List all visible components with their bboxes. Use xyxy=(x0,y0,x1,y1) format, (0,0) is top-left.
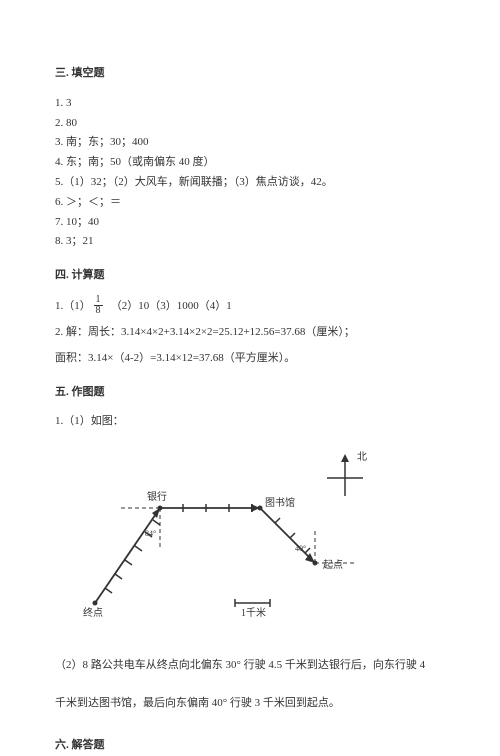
section-4-title: 四. 计算题 xyxy=(55,266,445,286)
sec3-item-4: 4. 东；南；50（或南偏东 40 度） xyxy=(55,153,445,173)
sec3-item-8: 8. 3；21 xyxy=(55,232,445,252)
sec5-line-1: 1.（1）如图： xyxy=(55,412,445,432)
section-5-title: 五. 作图题 xyxy=(55,383,445,403)
section-6-title: 六. 解答题 xyxy=(55,736,445,756)
end-label: 终点 xyxy=(83,606,103,619)
section-3-title: 三. 填空题 xyxy=(55,64,445,84)
fraction-denominator: 8 xyxy=(94,306,103,316)
fraction-1-8: 1 8 xyxy=(94,295,103,316)
sec3-item-6: 6. ＞；＜；＝ xyxy=(55,193,445,213)
sec3-item-2: 2. 80 xyxy=(55,114,445,134)
sec5-line-2: （2）8 路公共电车从终点向北偏东 30° 行驶 4.5 千米到达银行后，向东行… xyxy=(55,656,445,676)
north-label: 北 xyxy=(357,451,367,463)
sec4-l1-prefix: 1.（1） xyxy=(55,300,91,312)
sec4-line-3: 面积：3.14×（4-2）=3.14×12=37.68（平方厘米）。 xyxy=(55,349,445,369)
sec4-line-1: 1.（1） 1 8 （2）10（3）1000（4）1 xyxy=(55,296,445,317)
angle-84-label: 84° xyxy=(145,529,156,538)
sec3-item-7: 7. 10；40 xyxy=(55,213,445,233)
sec3-item-3: 3. 南；东；30；400 xyxy=(55,133,445,153)
sec3-item-5: 5.（1）32；（2）大风车，新闻联播；（3）焦点访谈，42。 xyxy=(55,173,445,193)
sec4-l1-suffix: （2）10（3）1000（4）1 xyxy=(105,300,232,312)
scale-label: 1千米 xyxy=(241,606,266,619)
route-diagram: 北 84° 银行 图书馆 xyxy=(65,438,405,638)
sec3-item-1: 1. 3 xyxy=(55,94,445,114)
bank-label: 银行 xyxy=(147,490,167,503)
sec4-line-2: 2. 解：周长：3.14×4×2+3.14×2×2=25.12+12.56=37… xyxy=(55,323,445,343)
library-label: 图书馆 xyxy=(265,496,295,509)
angle-40-label: 40° xyxy=(295,544,306,553)
sec5-line-3: 千米到达图书馆，最后向东偏南 40° 行驶 3 千米回到起点。 xyxy=(55,694,445,714)
start-label: 起点 xyxy=(323,559,343,571)
